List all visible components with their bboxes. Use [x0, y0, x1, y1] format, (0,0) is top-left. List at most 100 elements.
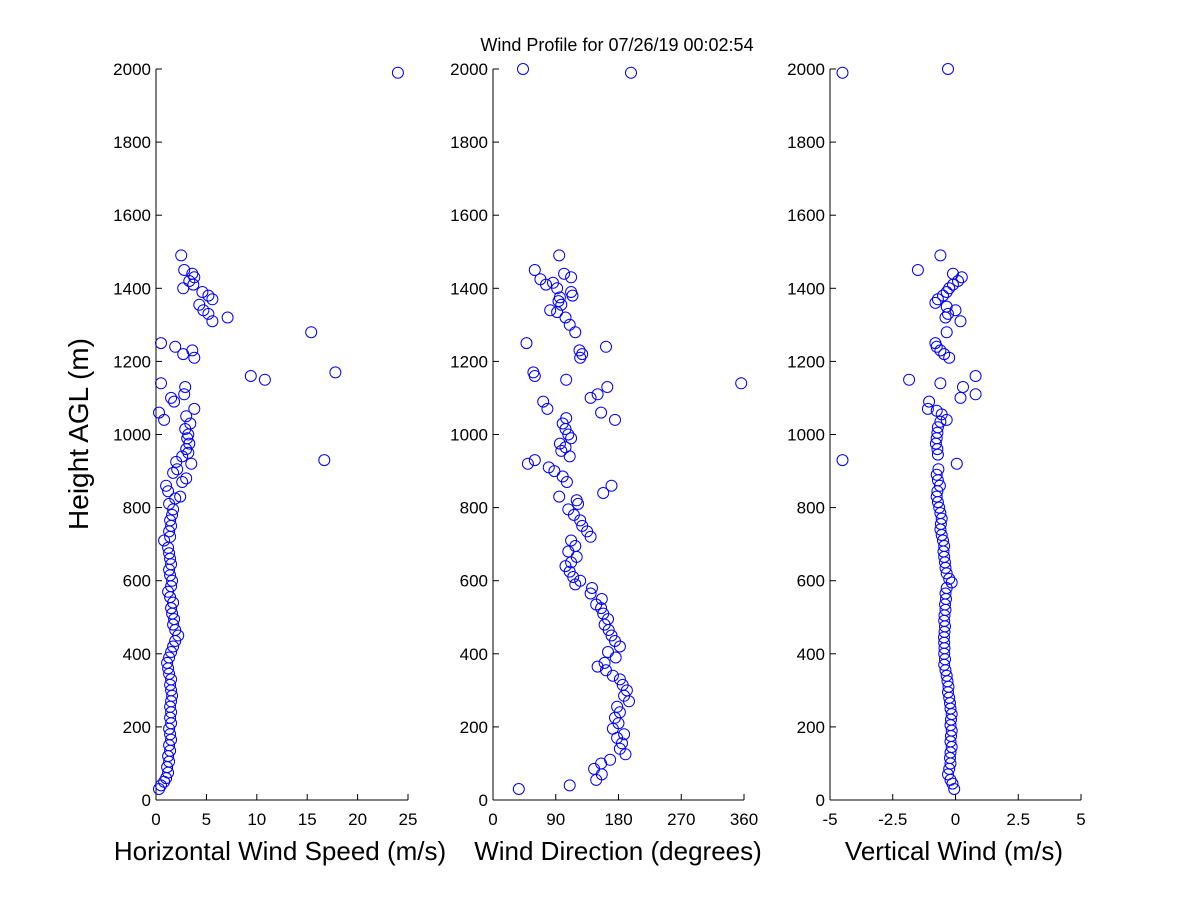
- data-point: [186, 344, 199, 357]
- data-point: [563, 318, 576, 331]
- data-point: [605, 479, 618, 492]
- x-tick-label: 10: [247, 810, 266, 829]
- data-point: [166, 508, 179, 521]
- y-tick-label: 800: [460, 499, 488, 518]
- data-point: [541, 402, 554, 415]
- data-point: [933, 501, 946, 514]
- data-point: [929, 337, 942, 350]
- data-point: [206, 293, 219, 306]
- data-point: [602, 646, 614, 658]
- data-point: [329, 366, 342, 379]
- x-tick-label: 0: [488, 810, 497, 829]
- data-point: [921, 402, 934, 415]
- data-point: [175, 249, 188, 262]
- data-point: [613, 673, 626, 686]
- data-point: [153, 406, 165, 419]
- data-point: [943, 282, 956, 295]
- data-point: [939, 587, 952, 600]
- data-point: [160, 479, 173, 492]
- data-point: [588, 762, 601, 775]
- data-point: [573, 344, 586, 357]
- data-point: [565, 286, 578, 298]
- data-point: [613, 742, 626, 755]
- x-tick-label: 180: [604, 810, 632, 829]
- data-point: [598, 656, 611, 669]
- data-point: [188, 402, 201, 415]
- data-point: [221, 311, 234, 324]
- x-tick-label: 5: [202, 810, 211, 829]
- y-tick-label: 600: [797, 572, 825, 591]
- data-point: [945, 576, 958, 589]
- data-point: [903, 373, 916, 386]
- data-point: [604, 753, 617, 766]
- data-point: [955, 271, 968, 284]
- wind-direction-panel: 0 200 400 600 800 1000 1200 1400 1600 1800 2000 0 90…: [450, 60, 758, 829]
- data-point: [258, 373, 271, 386]
- y-tick-label: 600: [460, 572, 488, 591]
- data-point: [556, 470, 569, 483]
- data-point: [937, 534, 949, 547]
- data-point: [562, 503, 575, 516]
- data-point: [555, 444, 568, 457]
- data-point: [196, 286, 209, 298]
- data-point: [193, 298, 206, 311]
- y-tick-label: 400: [797, 645, 825, 664]
- data-point: [932, 463, 945, 476]
- data-point: [161, 656, 174, 669]
- data-point: [165, 646, 178, 658]
- data-point: [166, 574, 179, 587]
- y-tick-label: 1400: [450, 279, 488, 298]
- data-point: [168, 613, 181, 626]
- data-point: [574, 574, 587, 587]
- data-point: [591, 660, 604, 673]
- x-tick-label: 0: [951, 810, 960, 829]
- figure-title: Wind Profile for 07/26/19 00:02:54: [480, 35, 753, 55]
- data-point: [165, 673, 178, 686]
- data-point: [935, 512, 948, 525]
- data-point: [618, 728, 631, 741]
- data-point: [613, 706, 626, 719]
- y-tick-label: 1200: [450, 352, 488, 371]
- data-point: [565, 534, 578, 547]
- data-point: [969, 388, 982, 401]
- y-tick-label: 1800: [113, 133, 151, 152]
- data-point: [305, 326, 318, 339]
- data-point: [179, 381, 192, 393]
- y-tick-label: 1800: [450, 133, 488, 152]
- data-point: [520, 337, 533, 350]
- data-point: [606, 669, 619, 682]
- data-point: [168, 395, 181, 408]
- data-point: [591, 388, 604, 401]
- data-point: [163, 547, 176, 560]
- data-point: [609, 413, 621, 426]
- data-point: [600, 340, 612, 353]
- data-point: [597, 487, 610, 499]
- data-point: [940, 300, 953, 313]
- data-point: [563, 779, 576, 792]
- data-point: [940, 326, 953, 339]
- data-point: [558, 267, 571, 280]
- data-point: [178, 264, 191, 276]
- data-point: [943, 572, 956, 585]
- data-point: [553, 490, 566, 503]
- data-point: [569, 326, 582, 339]
- data-point: [171, 463, 184, 476]
- data-point: [937, 289, 949, 302]
- data-point: [565, 432, 578, 445]
- data-point: [167, 640, 180, 653]
- data-point: [597, 607, 610, 620]
- y-tick-label: 2000: [113, 60, 151, 79]
- data-point: [184, 417, 197, 430]
- y-tick-label: 0: [816, 791, 825, 810]
- data-point: [178, 388, 191, 401]
- y-tick-label: 600: [123, 572, 151, 591]
- data-point: [584, 587, 597, 600]
- data-point: [957, 381, 969, 393]
- data-point: [547, 276, 559, 289]
- data-point: [180, 472, 193, 485]
- data-point: [942, 307, 954, 320]
- data-point: [930, 404, 943, 417]
- data-point: [562, 545, 575, 558]
- y-tick-label: 2000: [450, 60, 488, 79]
- data-point: [616, 678, 629, 691]
